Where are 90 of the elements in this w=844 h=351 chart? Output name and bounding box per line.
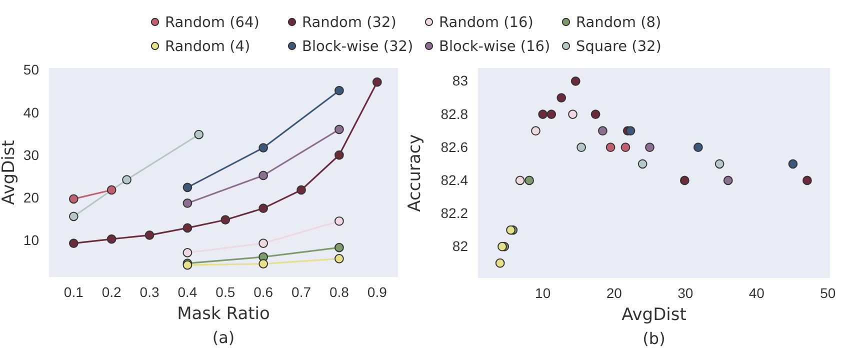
point bbox=[620, 142, 630, 152]
legend-label: Block-wise (16) bbox=[439, 39, 550, 55]
point bbox=[258, 204, 268, 214]
x-tick-label: 0.6 bbox=[254, 284, 274, 300]
point bbox=[334, 86, 344, 96]
x-tick-label: 0.8 bbox=[329, 284, 350, 300]
y-tick-label: 10 bbox=[23, 232, 40, 248]
point bbox=[334, 124, 344, 134]
y-tick-label: 82.4 bbox=[440, 172, 468, 188]
point bbox=[570, 76, 580, 86]
point bbox=[106, 185, 116, 195]
point bbox=[182, 182, 192, 192]
point bbox=[68, 194, 78, 204]
point bbox=[144, 230, 154, 240]
point bbox=[258, 170, 268, 180]
point bbox=[788, 159, 798, 169]
point bbox=[524, 176, 534, 186]
point bbox=[194, 130, 204, 140]
text: (a) bbox=[212, 328, 235, 347]
point bbox=[258, 143, 268, 152]
point bbox=[802, 176, 812, 186]
point bbox=[334, 150, 344, 160]
point bbox=[556, 93, 566, 102]
y-tick-label: 30 bbox=[23, 146, 40, 163]
point bbox=[334, 254, 344, 264]
point bbox=[296, 185, 306, 195]
point bbox=[680, 176, 690, 186]
x-tick-label: 0.9 bbox=[367, 284, 388, 300]
x-tick-label: 0.4 bbox=[178, 284, 198, 300]
point bbox=[372, 77, 382, 87]
y-tick-label: 20 bbox=[23, 190, 40, 206]
point bbox=[590, 110, 600, 119]
legend-label: Random (32) bbox=[302, 15, 396, 31]
x-tick-label: 20 bbox=[606, 284, 622, 301]
point bbox=[182, 223, 192, 233]
y-tick-label: 82 bbox=[452, 238, 468, 254]
point bbox=[531, 126, 540, 136]
point bbox=[606, 142, 616, 152]
point bbox=[693, 142, 703, 152]
point bbox=[568, 110, 578, 119]
point bbox=[495, 258, 505, 268]
y-tick-label: 82.2 bbox=[440, 204, 468, 221]
x-tick-label: 40 bbox=[748, 284, 765, 301]
legend-label: Random (8) bbox=[576, 15, 662, 31]
legend-label: Block-wise (32) bbox=[302, 39, 414, 55]
point bbox=[498, 242, 507, 252]
point bbox=[506, 225, 516, 235]
point bbox=[334, 242, 344, 252]
point bbox=[645, 142, 654, 152]
point bbox=[182, 198, 192, 208]
legend-label: Square (32) bbox=[576, 39, 662, 55]
point bbox=[68, 238, 78, 248]
point bbox=[515, 176, 525, 186]
y-tick-label: 40 bbox=[23, 104, 40, 120]
point bbox=[258, 259, 268, 268]
x-axis-title: AvgDist bbox=[622, 305, 687, 325]
point bbox=[714, 159, 724, 169]
legend-label: Random (16) bbox=[439, 15, 534, 31]
text: (b) bbox=[642, 329, 666, 348]
point bbox=[546, 110, 556, 119]
y-axis-title: Accuracy bbox=[405, 134, 425, 212]
point bbox=[106, 234, 116, 244]
point bbox=[68, 212, 78, 222]
point bbox=[122, 175, 132, 184]
point bbox=[626, 126, 636, 136]
point bbox=[538, 110, 548, 119]
x-tick-label: 30 bbox=[678, 284, 694, 301]
legend-label: Random (64) bbox=[165, 15, 260, 31]
x-axis-title: Mask Ratio bbox=[177, 304, 270, 324]
point bbox=[576, 142, 586, 152]
x-tick-label: 0.5 bbox=[216, 284, 236, 300]
x-tick-label: 50 bbox=[820, 284, 836, 301]
point bbox=[723, 176, 733, 186]
y-tick-label: 50 bbox=[23, 62, 40, 78]
legend-label: Random (4) bbox=[165, 39, 250, 55]
x-tick-label: 0.2 bbox=[102, 284, 122, 300]
x-tick-label: 0.3 bbox=[140, 284, 160, 300]
point bbox=[598, 126, 608, 136]
point bbox=[638, 159, 648, 169]
y-tick-label: 83 bbox=[452, 72, 468, 89]
x-tick-label: 0.1 bbox=[64, 284, 84, 300]
y-tick-label: 82.8 bbox=[440, 106, 468, 122]
point bbox=[258, 238, 268, 248]
point bbox=[334, 216, 344, 226]
point bbox=[182, 248, 192, 258]
y-axis-title: AvgDist bbox=[0, 140, 19, 205]
x-tick-label: 0.7 bbox=[292, 284, 312, 300]
point bbox=[220, 215, 230, 225]
x-tick-label: 10 bbox=[535, 284, 551, 301]
y-tick-label: 82.6 bbox=[440, 138, 468, 155]
